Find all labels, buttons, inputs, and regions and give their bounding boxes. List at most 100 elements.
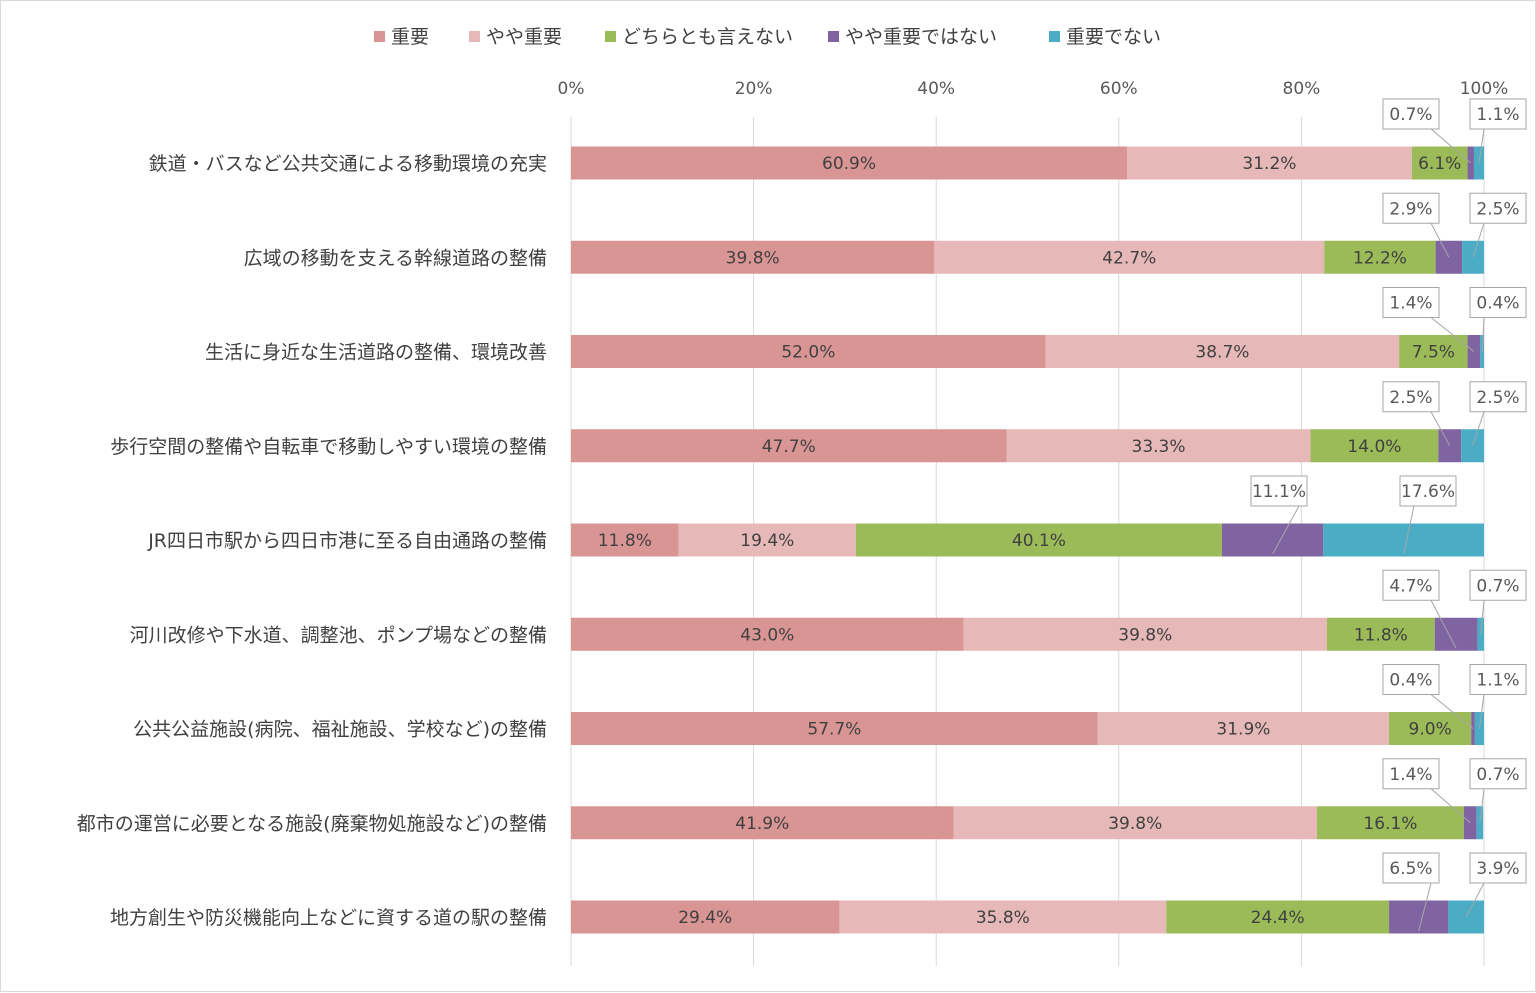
bar-segment xyxy=(571,900,840,934)
callout-leader xyxy=(1430,788,1471,824)
bar-segment xyxy=(571,335,1046,368)
callout-box xyxy=(1469,287,1527,318)
bar-segment xyxy=(571,146,1128,180)
bar-segment xyxy=(1127,146,1412,180)
legend-label-4: やや重要ではない xyxy=(845,26,997,48)
data-label: 11.8% xyxy=(598,531,652,551)
category-label: 生活に身近な生活道路の整備、環境改善 xyxy=(205,342,547,364)
data-label: 57.7% xyxy=(807,720,861,740)
callout-label: 6.5% xyxy=(1389,859,1432,879)
bar-segment xyxy=(678,523,856,557)
data-label: 9.0% xyxy=(1409,720,1452,740)
bar-segment xyxy=(1399,335,1468,368)
callout-box xyxy=(1382,287,1440,318)
callout-leader xyxy=(1430,411,1451,446)
data-label: 39.8% xyxy=(1118,625,1172,645)
callout-label: 0.7% xyxy=(1476,765,1519,785)
data-label: 39.8% xyxy=(1108,814,1162,834)
category-label: 歩行空間の整備や自転車で移動しやすい環境の整備 xyxy=(110,436,547,458)
callout-box xyxy=(1469,664,1527,695)
legend-label-3: どちらとも言えない xyxy=(622,26,793,48)
data-label: 41.9% xyxy=(735,814,789,834)
legend-label-1: 重要 xyxy=(391,26,429,48)
x-tick-label: 60% xyxy=(1100,79,1138,99)
legend-swatch-2 xyxy=(469,31,480,42)
callout-label: 1.4% xyxy=(1389,765,1432,785)
bar-segment xyxy=(839,900,1167,934)
data-label: 52.0% xyxy=(781,343,835,363)
data-label: 35.8% xyxy=(976,908,1030,928)
bar-segment xyxy=(953,806,1317,840)
bar-segment xyxy=(934,240,1325,274)
data-label: 31.2% xyxy=(1242,154,1296,174)
data-label: 19.4% xyxy=(740,531,794,551)
callout-label: 2.9% xyxy=(1389,199,1432,219)
bar-segment xyxy=(1323,523,1484,557)
data-label: 11.8% xyxy=(1354,625,1408,645)
legend-label-5: 重要でない xyxy=(1066,26,1161,48)
legend-swatch-4 xyxy=(828,31,839,42)
bar-segment xyxy=(1221,523,1324,557)
callout-leader xyxy=(1472,223,1485,258)
bar-segment xyxy=(1389,712,1472,745)
bar-segment xyxy=(571,523,679,557)
data-label: 29.4% xyxy=(678,908,732,928)
callout-leader xyxy=(1472,411,1485,446)
callout-box xyxy=(1469,758,1527,790)
data-label: 7.5% xyxy=(1412,343,1455,363)
callout-leader xyxy=(1430,600,1457,649)
bar-segment xyxy=(1166,900,1390,934)
data-label: 43.0% xyxy=(740,625,794,645)
bar-segment xyxy=(1389,900,1449,934)
callout-box xyxy=(1382,98,1440,130)
data-label: 31.9% xyxy=(1216,720,1270,740)
callout-box xyxy=(1382,192,1440,224)
callout-label: 3.9% xyxy=(1476,859,1519,879)
x-tick-label: 20% xyxy=(735,79,773,99)
data-label: 38.7% xyxy=(1195,343,1249,363)
callout-label: 0.7% xyxy=(1476,576,1519,596)
callout-label: 0.4% xyxy=(1476,294,1519,314)
category-label: 河川改修や下水道、調整池、ポンプ場などの整備 xyxy=(130,624,547,646)
callout-box xyxy=(1382,852,1440,884)
data-label: 24.4% xyxy=(1251,908,1305,928)
callout-leader xyxy=(1479,788,1485,823)
category-label: 都市の運営に必要となる施設(廃棄物処施設など)の整備 xyxy=(77,813,547,835)
bar-segment xyxy=(1326,617,1435,651)
category-label: 広域の移動を支える幹線道路の整備 xyxy=(244,247,547,269)
callout-box xyxy=(1399,475,1457,507)
bar-segment xyxy=(571,617,964,651)
x-tick-label: 40% xyxy=(917,79,955,99)
callout-box xyxy=(1382,758,1440,790)
callout-label: 1.1% xyxy=(1476,105,1519,125)
x-tick-label: 80% xyxy=(1283,79,1321,99)
legend-swatch-3 xyxy=(605,31,616,42)
callout-box xyxy=(1469,98,1527,130)
category-label: 鉄道・バスなど公共交通による移動環境の充実 xyxy=(149,153,547,175)
callout-leader xyxy=(1418,882,1432,932)
bar-segment xyxy=(855,523,1222,557)
legend-label-2: やや重要 xyxy=(486,26,562,48)
category-label: 地方創生や防災機能向上などに資する道の駅の整備 xyxy=(110,907,547,929)
data-label: 16.1% xyxy=(1363,814,1417,834)
callout-leader xyxy=(1430,223,1450,258)
callout-label: 11.1% xyxy=(1252,482,1306,502)
callout-leader xyxy=(1430,128,1472,164)
callout-box xyxy=(1469,192,1527,224)
callout-box xyxy=(1469,569,1527,601)
callout-label: 2.5% xyxy=(1476,388,1519,408)
bar-segment xyxy=(963,617,1327,651)
bar-segment xyxy=(571,240,935,274)
bar-segment xyxy=(1097,712,1390,745)
callout-box xyxy=(1382,381,1440,413)
callout-leader xyxy=(1403,505,1415,555)
bar-segment xyxy=(1310,429,1439,463)
bar-segment xyxy=(1316,806,1464,840)
callout-leader xyxy=(1465,882,1485,918)
callout-leader xyxy=(1272,505,1300,555)
category-label: 公共公益施設(病院、福祉施設、学校など)の整備 xyxy=(133,719,547,741)
category-label: JR四日市駅から四日市港に至る自由通路の整備 xyxy=(147,530,547,552)
data-label: 12.2% xyxy=(1353,248,1407,268)
data-label: 40.1% xyxy=(1012,531,1066,551)
